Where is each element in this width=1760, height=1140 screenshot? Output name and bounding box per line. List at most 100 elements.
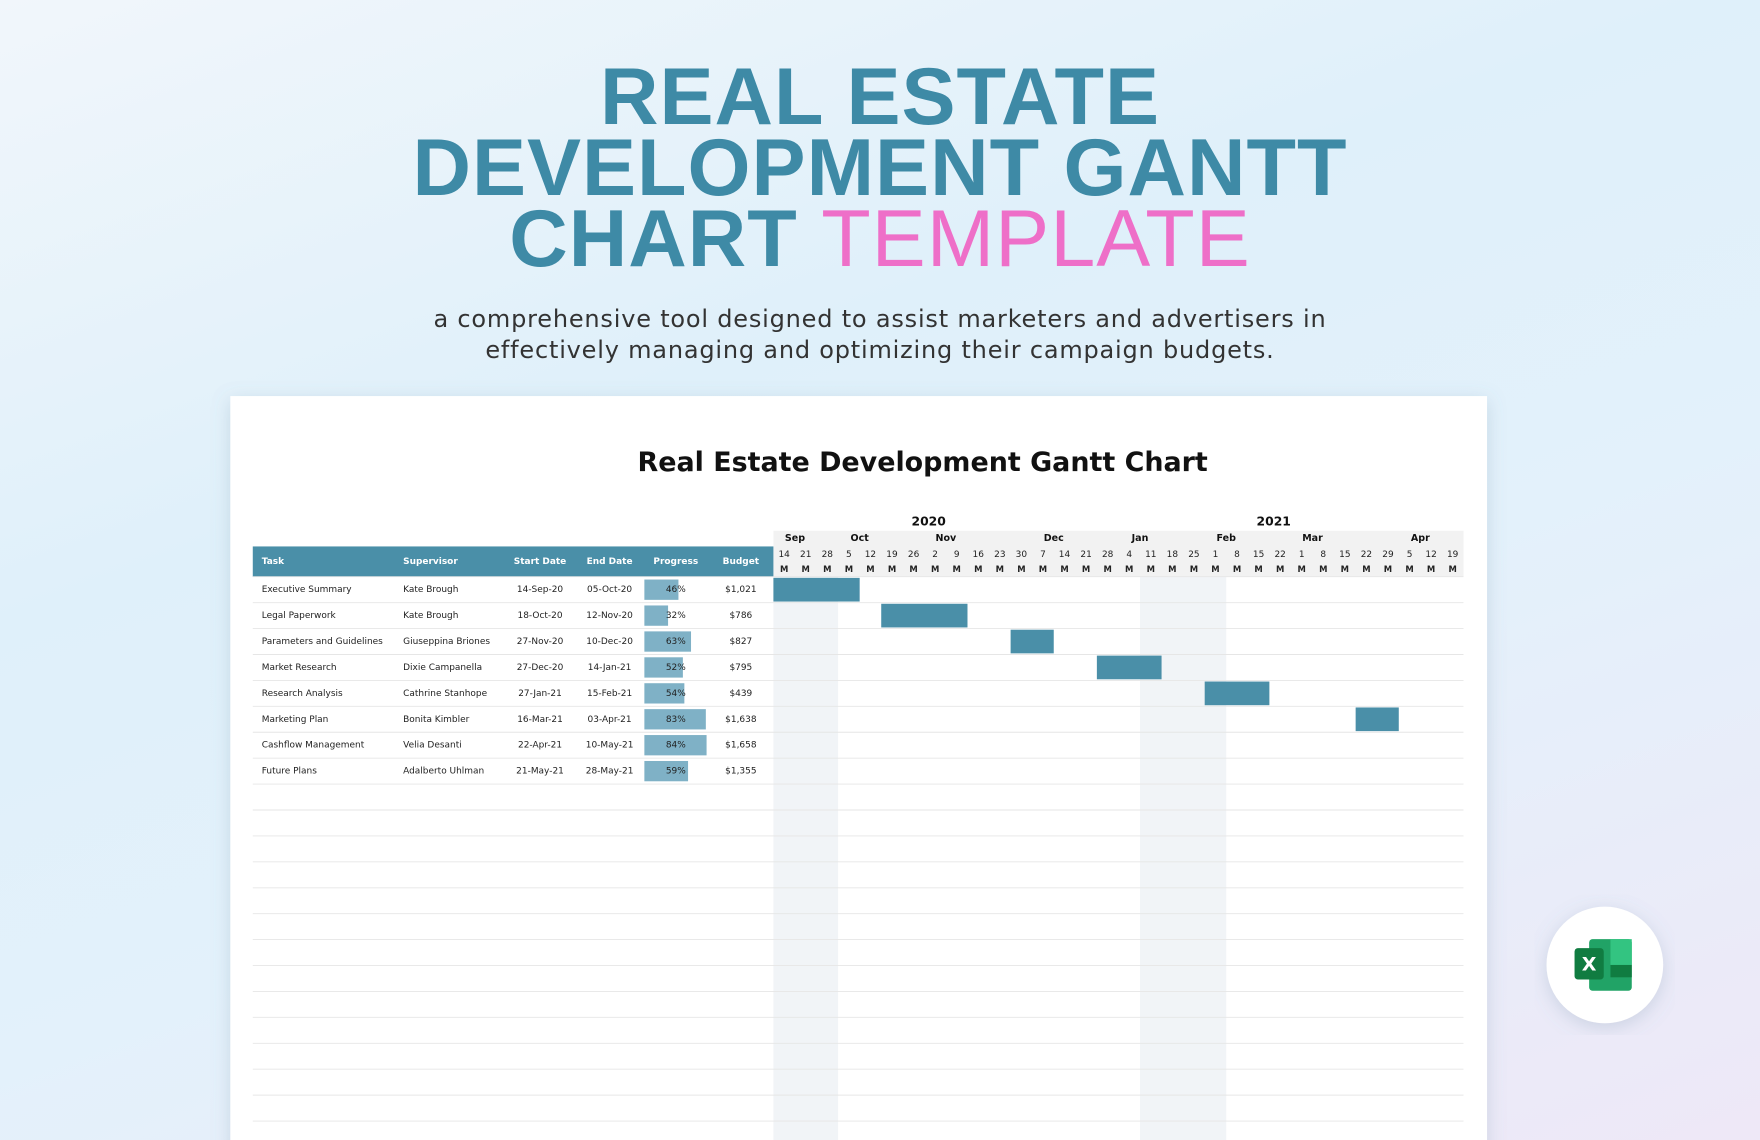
cell-start: 27-Dec-20 (517, 663, 564, 673)
month-label: Dec (1044, 533, 1064, 544)
weekday-label: M (974, 564, 982, 574)
progress-bar (644, 631, 692, 652)
cell-progress: 83% (666, 715, 686, 725)
weekday-label: M (1276, 564, 1284, 574)
badge-sheet-mid (1610, 964, 1632, 978)
progress-bar (644, 709, 706, 730)
weekday-label: M (1405, 564, 1413, 574)
progress-bar (644, 683, 685, 704)
column-header: Supervisor (403, 557, 458, 567)
weekday-label: M (888, 564, 896, 574)
cell-end: 14-Jan-21 (588, 663, 632, 673)
gantt-bar (1204, 681, 1270, 706)
day-label: 1 (1213, 550, 1219, 560)
weekday-label: M (1211, 564, 1219, 574)
month-label: Apr (1411, 533, 1430, 544)
weekday-label: M (1427, 564, 1435, 574)
day-label: 19 (1447, 550, 1459, 560)
column-header: Task (262, 557, 285, 567)
cell-end: 03-Apr-21 (588, 715, 632, 725)
cell-end: 10-May-21 (586, 741, 634, 751)
cell-budget: $1,658 (725, 741, 757, 751)
day-label: 26 (908, 550, 920, 560)
cell-progress: 32% (666, 611, 686, 621)
cell-budget: $1,021 (725, 585, 756, 595)
cell-task: Legal Paperwork (262, 611, 337, 621)
weekday-label: M (953, 564, 961, 574)
day-label: 19 (886, 550, 898, 560)
day-label: 9 (954, 550, 960, 560)
cell-end: 10-Dec-20 (586, 637, 633, 647)
weekday-label: M (1147, 564, 1155, 574)
weekday-label: M (845, 564, 853, 574)
cell-budget: $786 (729, 611, 752, 621)
day-label: 1 (1299, 550, 1305, 560)
cell-budget: $795 (729, 663, 752, 673)
cell-start: 27-Nov-20 (517, 637, 564, 647)
cell-start: 21-May-21 (516, 767, 564, 777)
weekday-label: M (1341, 564, 1349, 574)
weekday-label: M (823, 564, 831, 574)
weekday-label: M (1082, 564, 1090, 574)
cell-end: 05-Oct-20 (587, 585, 632, 595)
weekday-label: M (1319, 564, 1327, 574)
day-label: 5 (846, 550, 852, 560)
day-label: 22 (1361, 550, 1372, 560)
subtitle: a comprehensive tool designed to assist … (433, 305, 1327, 364)
weekday-label: M (1362, 564, 1370, 574)
column-header: Progress (653, 557, 698, 567)
day-label: 18 (1167, 550, 1179, 560)
title-accent: TEMPLATE (821, 194, 1251, 284)
day-label: 2 (932, 550, 938, 560)
cell-progress: 46% (666, 585, 686, 595)
day-label: 4 (1126, 550, 1132, 560)
weekday-label: M (1017, 564, 1025, 574)
badge-sheet-top (1610, 939, 1632, 965)
weekday-label: M (780, 564, 788, 574)
month-label: Nov (936, 533, 958, 544)
cell-start: 14-Sep-20 (517, 585, 563, 595)
cell-supervisor: Dixie Campanella (403, 663, 482, 673)
day-label: 8 (1320, 550, 1326, 560)
gantt-bar (1010, 629, 1054, 654)
day-label: 21 (800, 550, 811, 560)
cell-supervisor: Velia Desanti (403, 741, 462, 751)
cell-task: Executive Summary (262, 585, 353, 595)
day-label: 23 (994, 550, 1005, 560)
day-label: 14 (1059, 550, 1071, 560)
cell-supervisor: Bonita Kimbler (403, 715, 469, 725)
day-label: 29 (1382, 550, 1394, 560)
cell-progress: 54% (666, 689, 686, 699)
day-label: 25 (1188, 550, 1199, 560)
cell-supervisor: Kate Brough (403, 585, 458, 595)
timeline-header-bg (773, 530, 1464, 577)
page-title: REAL ESTATE DEVELOPMENT GANTT CHART TEMP… (330, 57, 1430, 280)
cell-budget: $827 (729, 637, 752, 647)
day-label: 5 (1407, 550, 1413, 560)
weekday-label: M (931, 564, 939, 574)
weekday-label: M (909, 564, 917, 574)
day-label: 15 (1339, 550, 1350, 560)
day-label: 7 (1040, 550, 1046, 560)
day-label: 28 (822, 550, 834, 560)
cell-progress: 63% (666, 637, 686, 647)
cell-budget: $1,638 (725, 715, 757, 725)
progress-bar (644, 579, 679, 600)
progress-bar (644, 657, 683, 678)
cell-progress: 59% (666, 767, 686, 777)
cell-task: Future Plans (262, 767, 317, 777)
weekday-label: M (802, 564, 810, 574)
weekday-label: M (1060, 564, 1068, 574)
column-shade (773, 576, 839, 1140)
cell-task: Marketing Plan (262, 715, 329, 725)
weekday-label: M (1233, 564, 1241, 574)
weekday-label: M (996, 564, 1004, 574)
weekday-label: M (1254, 564, 1262, 574)
cell-end: 12-Nov-20 (586, 611, 633, 621)
weekday-label: M (1125, 564, 1133, 574)
sheet-paper (230, 396, 1488, 1140)
day-label: 21 (1080, 550, 1091, 560)
month-label: Feb (1217, 533, 1237, 544)
